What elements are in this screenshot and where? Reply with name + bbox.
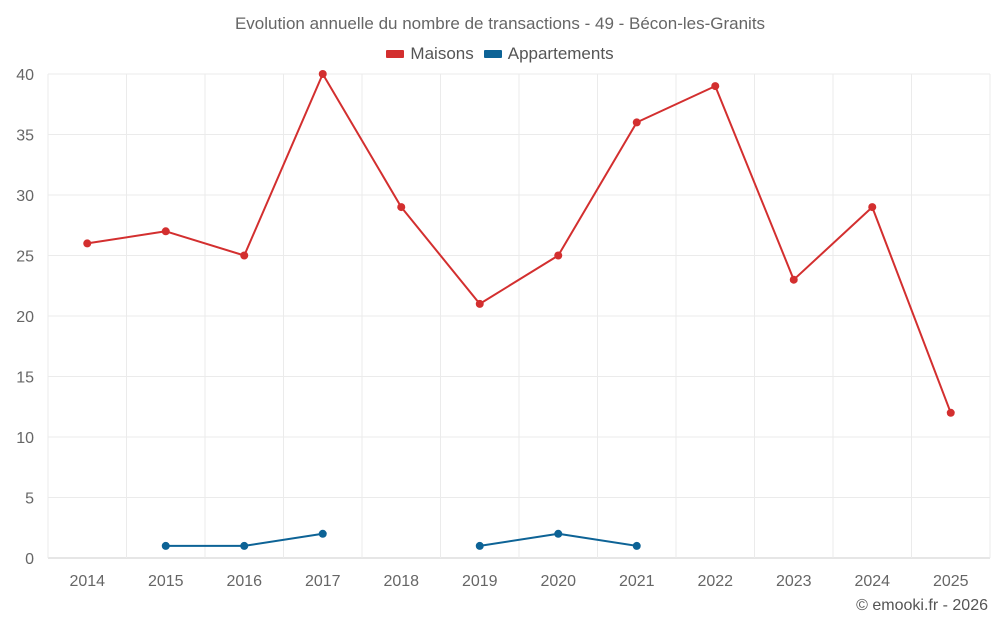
data-point-maisons-2021 [632, 118, 641, 127]
y-tick-label-40: 40 [16, 67, 34, 84]
data-point-appartements-2020 [554, 529, 563, 538]
y-tick-label-20: 20 [16, 309, 34, 326]
credit-text: © emooki.fr - 2026 [856, 597, 988, 614]
chart-title: Evolution annuelle du nombre de transact… [234, 14, 766, 33]
y-tick-label-25: 25 [16, 249, 34, 266]
x-tick-label-2020: 2020 [540, 573, 576, 590]
data-point-maisons-2022 [711, 82, 720, 91]
x-tick-label-2019: 2019 [462, 573, 498, 590]
legend-swatch-maisons [386, 50, 405, 58]
x-tick-label-2016: 2016 [226, 573, 262, 590]
legend-item-maisons[interactable]: Maisons [386, 44, 474, 64]
data-point-maisons-2020 [554, 251, 563, 260]
data-point-maisons-2025 [946, 408, 955, 417]
x-tick-label-2014: 2014 [69, 573, 105, 590]
data-point-maisons-2015 [161, 227, 170, 236]
x-tick-label-2015: 2015 [148, 573, 184, 590]
data-point-appartements-2021 [632, 541, 641, 550]
series-line-maisons-0 [87, 73, 952, 414]
legend-swatch-appartements [483, 50, 502, 58]
legend-label-appartements: Appartements [507, 44, 614, 63]
x-tick-label-2023: 2023 [776, 573, 812, 590]
x-tick-label-2018: 2018 [383, 573, 419, 590]
data-point-maisons-2017 [318, 70, 327, 78]
legend-label-maisons: Maisons [410, 44, 474, 63]
y-tick-label-0: 0 [25, 551, 34, 568]
legend-item-appartements[interactable]: Appartements [483, 44, 614, 64]
data-point-appartements-2015 [161, 541, 170, 550]
x-tick-label-2021: 2021 [619, 573, 655, 590]
data-point-maisons-2016 [240, 251, 249, 260]
x-tick-label-2025: 2025 [933, 573, 969, 590]
x-tick-label-2017: 2017 [305, 573, 341, 590]
data-point-maisons-2019 [475, 299, 484, 308]
data-point-appartements-2017 [318, 529, 327, 538]
y-tick-label-30: 30 [16, 188, 34, 205]
y-tick-label-10: 10 [16, 430, 34, 447]
x-tick-label-2022: 2022 [697, 573, 733, 590]
data-point-appartements-2016 [240, 541, 249, 550]
data-point-maisons-2014 [83, 239, 92, 248]
data-point-maisons-2023 [789, 275, 798, 284]
data-point-maisons-2018 [397, 203, 406, 212]
x-tick-label-2024: 2024 [854, 573, 890, 590]
y-tick-label-15: 15 [16, 370, 34, 387]
data-point-maisons-2024 [868, 203, 877, 212]
legend: Maisons Appartements [0, 44, 1000, 64]
y-tick-label-5: 5 [25, 491, 34, 508]
y-tick-label-35: 35 [16, 128, 34, 145]
data-point-appartements-2019 [475, 541, 484, 550]
